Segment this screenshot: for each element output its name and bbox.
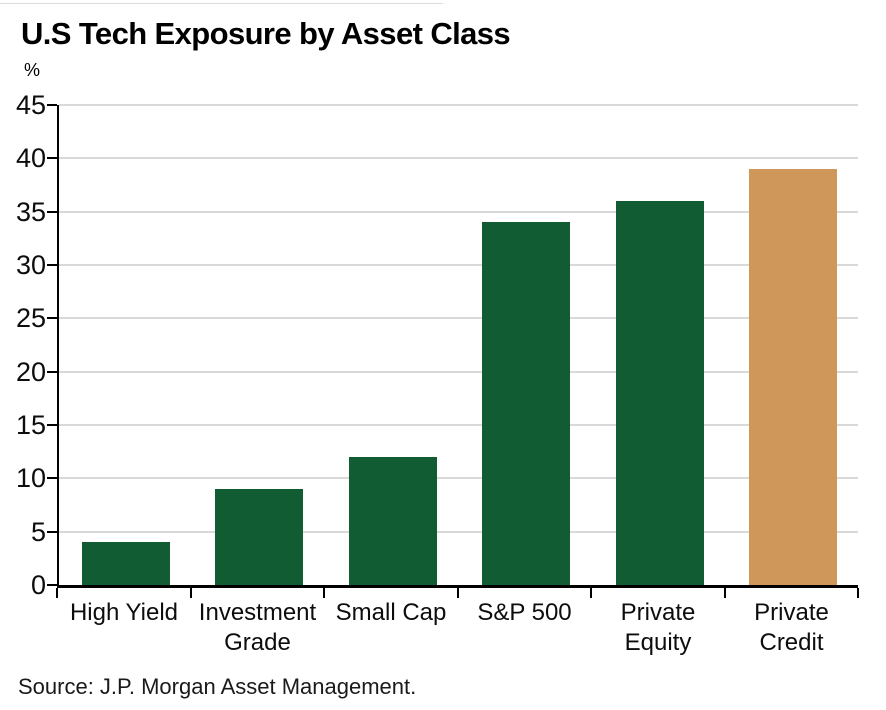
source-caption: Source: J.P. Morgan Asset Management. xyxy=(18,674,417,699)
x-axis-label-private-credit: Private Credit xyxy=(754,599,829,656)
gridline-20 xyxy=(59,370,858,373)
bar-s-p-500 xyxy=(482,222,571,585)
y-axis-tick-30 xyxy=(47,264,57,266)
gridline-25 xyxy=(59,317,858,320)
y-axis-tick-10 xyxy=(47,477,57,480)
x-axis-tick-1 xyxy=(189,588,192,598)
gridline-35 xyxy=(59,210,858,213)
gridline-5 xyxy=(59,530,858,533)
x-axis-tick-0 xyxy=(56,588,58,598)
bar-private-credit xyxy=(749,169,838,585)
bar-investment-grade xyxy=(215,489,304,585)
y-axis-tick-25 xyxy=(47,317,57,320)
y-axis-tick-0 xyxy=(47,584,57,586)
bar-private-equity xyxy=(615,201,704,585)
y-axis-unit-label: % xyxy=(24,60,41,80)
y-axis-label-20: 20 xyxy=(15,356,46,387)
y-axis-tick-5 xyxy=(47,530,57,533)
y-axis-label-0: 0 xyxy=(30,570,46,600)
y-axis-label-30: 30 xyxy=(15,250,46,280)
gridline-40 xyxy=(59,157,858,160)
x-axis-label-s-p-500: S&P 500 xyxy=(477,599,572,626)
y-axis-label-45: 45 xyxy=(15,90,46,120)
top-edge-line xyxy=(0,3,443,4)
y-axis-tick-45 xyxy=(47,104,57,106)
plot-area xyxy=(57,104,858,588)
y-axis-tick-40 xyxy=(47,157,57,160)
x-axis-tick-4 xyxy=(590,588,592,598)
y-axis-label-15: 15 xyxy=(15,410,46,440)
x-axis-tick-6 xyxy=(857,588,859,598)
y-axis-label-5: 5 xyxy=(30,516,46,547)
y-axis-label-10: 10 xyxy=(15,463,46,494)
x-axis-tick-2 xyxy=(323,588,325,598)
bar-small-cap xyxy=(348,457,437,585)
gridline-45 xyxy=(59,104,858,106)
x-axis-label-high-yield: High Yield xyxy=(69,599,179,626)
gridline-30 xyxy=(59,264,858,266)
gridline-15 xyxy=(59,424,858,426)
y-axis-tick-15 xyxy=(47,424,57,426)
y-axis-tick-20 xyxy=(47,370,57,373)
x-axis-tick-5 xyxy=(723,588,726,598)
x-axis-label-small-cap: Small Cap xyxy=(335,599,447,626)
y-axis-tick-35 xyxy=(47,210,57,213)
x-axis-tick-3 xyxy=(456,588,459,598)
gridline-10 xyxy=(59,477,858,480)
y-axis-label-40: 40 xyxy=(15,143,46,174)
y-axis-label-35: 35 xyxy=(15,196,46,227)
y-axis-label-25: 25 xyxy=(15,303,46,334)
x-axis-label-private-equity: Private Equity xyxy=(620,599,696,656)
x-axis-label-investment-grade: Investment Grade xyxy=(198,599,317,656)
bar-high-yield xyxy=(81,542,170,585)
chart-title: U.S Tech Exposure by Asset Class xyxy=(21,16,511,51)
